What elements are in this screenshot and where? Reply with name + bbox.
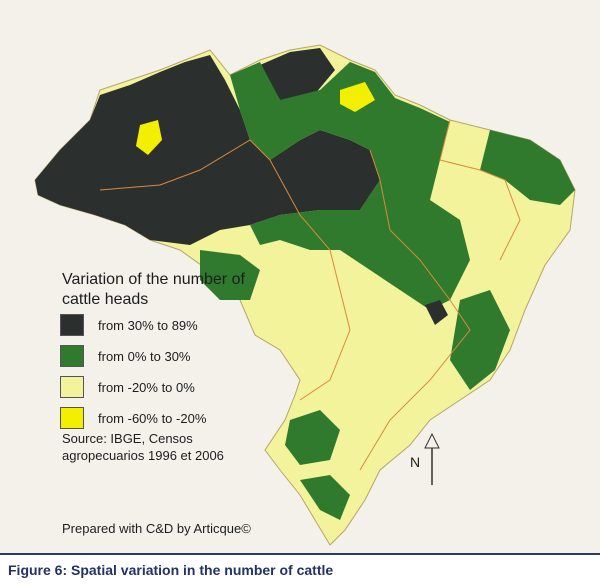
legend-swatch	[60, 345, 84, 367]
region-green	[300, 475, 350, 520]
legend-label: from -60% to -20%	[98, 410, 207, 426]
legend-item: from -20% to 0%	[60, 376, 195, 398]
north-arrow-head	[424, 432, 440, 449]
legend-label: from -20% to 0%	[98, 379, 195, 395]
legend-item: from -60% to -20%	[60, 407, 206, 429]
region-green	[450, 290, 510, 390]
legend-swatch	[60, 376, 84, 398]
region-yellow	[136, 120, 162, 155]
caption: Figure 6: Spatial variation in the numbe…	[8, 562, 334, 578]
legend-item: from 30% to 89%	[60, 314, 198, 336]
source: Source: IBGE, Censos agropecuarios 1996 …	[62, 431, 224, 463]
state-border	[439, 119, 521, 261]
state-border	[359, 149, 471, 471]
legend-swatch	[60, 407, 84, 429]
caption-bar: Figure 6: Spatial variation in the numbe…	[0, 553, 600, 585]
region-dark	[35, 55, 380, 245]
legend-title: Variation of the number of cattle heads	[62, 271, 245, 308]
region-green	[230, 62, 470, 310]
state-border	[99, 139, 351, 401]
region-dark	[425, 300, 448, 325]
region-green	[285, 410, 340, 465]
map	[34, 44, 576, 546]
region-dark	[260, 48, 335, 100]
north-label: N	[410, 454, 421, 470]
legend-label: from 0% to 30%	[98, 348, 191, 364]
region-yellow	[340, 82, 375, 112]
legend-swatch	[60, 314, 84, 336]
region-green	[200, 250, 260, 300]
region-green	[480, 130, 575, 205]
credit: Prepared with C&D by Articque©	[62, 521, 251, 536]
legend-item: from 0% to 30%	[60, 345, 191, 367]
legend-label: from 30% to 89%	[98, 317, 198, 333]
